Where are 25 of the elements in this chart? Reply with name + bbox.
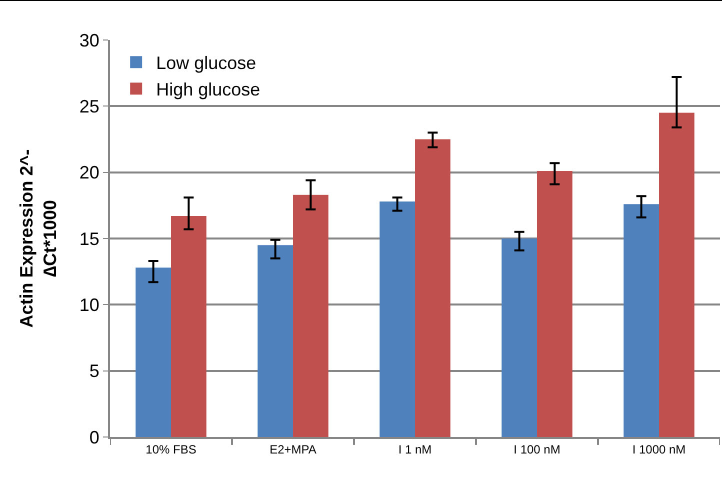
bar [293, 194, 328, 437]
y-tick-label: 5 [89, 361, 100, 382]
y-axis-title: Actin Expression 2^- ∆Ct*1000 [16, 149, 60, 328]
bar [415, 139, 450, 437]
bar [624, 204, 659, 437]
bar [502, 238, 537, 437]
y-tick-label: 20 [79, 162, 100, 183]
y-tick-label: 30 [79, 30, 100, 50]
bar [537, 171, 572, 437]
x-tick-label: I 1000 nM [632, 442, 686, 456]
y-tick-label: 15 [79, 228, 100, 249]
bar [659, 112, 694, 437]
y-tick-label: 10 [79, 294, 100, 315]
x-tick-label: I 1 nM [398, 442, 432, 456]
legend-label: High glucose [156, 80, 260, 100]
bar [136, 268, 171, 437]
bar [380, 201, 415, 437]
y-tick-label: 25 [79, 96, 100, 116]
x-tick-label: 10% FBS [146, 442, 196, 456]
x-tick-label: I 100 nM [514, 442, 560, 456]
bar [171, 216, 206, 437]
y-tick-label: 0 [89, 427, 100, 448]
bar [258, 245, 293, 437]
x-tick-label: E2+MPA [270, 442, 316, 456]
legend-label: Low glucose [156, 53, 256, 74]
